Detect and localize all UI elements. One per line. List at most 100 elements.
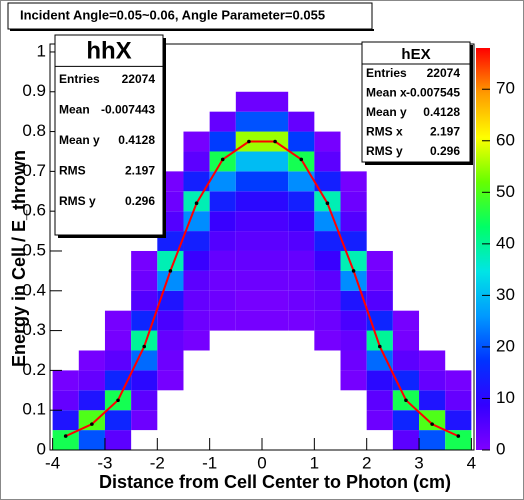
y-tick-label: 0.7 [22,161,46,180]
y-tick-label: 0.1 [22,400,46,419]
cell [209,111,236,132]
stats-value: 2.197 [430,125,460,139]
chart-title: Incident Angle=0.05~0.06, Angle Paramete… [20,7,325,22]
cell [131,250,158,271]
x-tick-label: -3 [97,453,112,472]
cell [314,330,341,351]
profile-point [273,139,277,144]
cell [183,151,210,172]
cell [157,250,184,271]
cell [235,171,262,192]
stats-value: 22074 [427,66,461,80]
cell [104,430,132,450]
cell [209,231,236,251]
stats-key: RMS y [366,144,403,158]
stats-key: RMS y [59,194,96,208]
cell [131,330,158,351]
cell [392,310,420,331]
cell [78,370,105,391]
profile-point [63,434,68,438]
cell [392,410,420,431]
stats-title: hEX [401,46,430,63]
cell [209,171,236,192]
y-tick-label: 0.3 [22,320,46,339]
cell [235,111,262,132]
stats-box [361,41,471,163]
cell [419,370,446,391]
stats-key: Mean x [366,86,407,100]
cell [262,270,289,291]
cell [366,370,393,391]
cell [235,231,262,251]
cell [209,191,236,212]
cell [366,270,393,291]
cell [288,270,315,291]
cell [288,231,315,251]
cell [183,171,210,192]
profile-point [247,139,251,144]
cell [235,191,262,212]
cell [340,310,367,331]
colorbar [476,48,490,450]
cell [288,151,315,172]
y-tick-label: 0.6 [22,201,46,220]
stats-key: Entries [366,66,407,80]
stats-value: 0.4128 [118,133,155,147]
cell [340,270,367,291]
cell [183,290,210,311]
cell [157,310,184,331]
cell [78,350,105,371]
cell [288,111,315,132]
cell [288,250,315,271]
cell [104,350,132,371]
x-tick-label: 1 [310,453,319,472]
z-tick-label: 20 [496,336,515,355]
cell [131,390,158,411]
cell [183,330,210,351]
cell [157,370,184,391]
cell [52,410,79,431]
cell [262,211,289,232]
cell [235,250,262,271]
x-tick-label: 3 [414,453,423,472]
cell [392,330,420,351]
cell [366,390,393,411]
cell [340,211,367,232]
stats-key: RMS [59,164,86,178]
cell [288,211,315,232]
y-tick-label: 0.2 [22,360,46,379]
cell [288,290,315,311]
cell [235,91,262,112]
y-tick-label: 1 [37,41,46,60]
cell [340,290,367,311]
cell [445,430,472,450]
cell [445,370,472,391]
stats-value: 2.197 [125,164,155,178]
x-axis-label: Distance from Cell Center to Photon (cm) [99,472,451,492]
cell [209,250,236,271]
profile-point [142,344,147,349]
cell [78,410,105,431]
x-tick-label: 0 [257,453,266,472]
cell [209,270,236,291]
z-tick-label: 30 [496,285,515,304]
z-tick-label: 70 [496,79,515,98]
stats-value: 22074 [122,72,156,86]
cell [131,370,158,391]
cell [262,250,289,271]
x-tick-label: -1 [202,453,217,472]
cell [157,350,184,371]
cell [314,211,341,232]
cell [366,250,393,271]
cell [157,270,184,291]
profile-point [377,344,382,349]
cell [209,290,236,311]
cell [366,350,393,371]
z-tick-label: 10 [496,388,515,407]
cell [314,191,341,212]
cell [340,191,367,212]
y-axis-label: Energy in Cell / E_thrown [9,150,29,367]
stats-key: RMS x [366,125,403,139]
cell [157,330,184,351]
cell [419,410,446,431]
